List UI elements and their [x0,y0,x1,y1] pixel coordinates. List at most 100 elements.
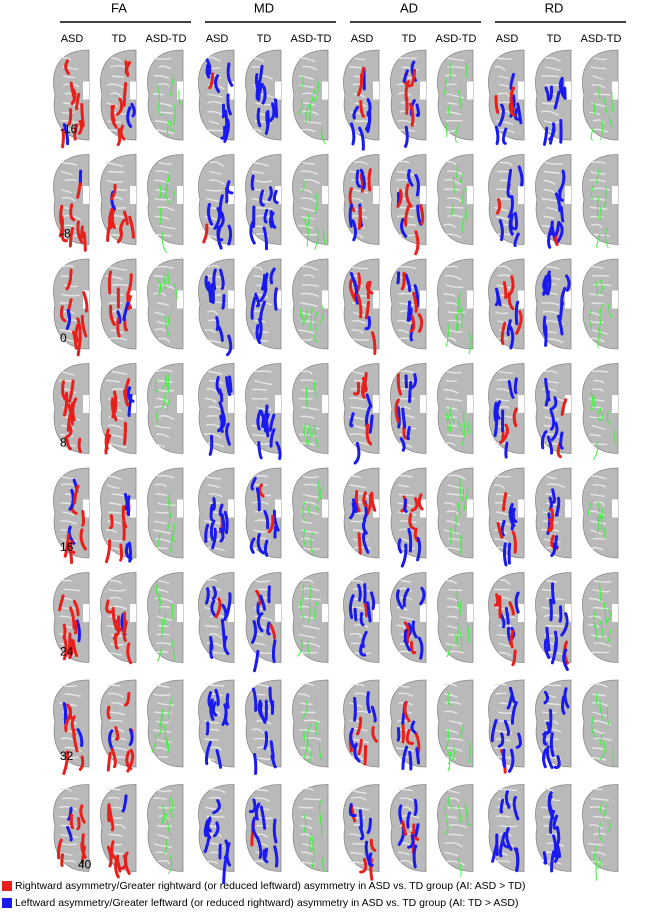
gyrus [592,537,607,541]
ventricle [275,290,281,309]
gyrus [158,111,174,115]
tract [446,645,451,657]
tract [509,629,515,649]
tract [597,85,601,99]
brain-slice [292,49,329,145]
tract [495,198,502,215]
gyrus [155,424,171,429]
brain-slice [535,363,572,459]
tract [162,271,166,291]
tract [314,193,318,215]
gyrus [300,188,313,194]
tract [165,813,171,836]
gyrus [254,788,269,792]
tract [502,492,508,512]
gyrus [352,806,370,811]
gyrus [446,83,458,86]
brain-slice [535,467,572,559]
gyrus [154,311,166,316]
gyrus [443,293,456,298]
gyrus [544,370,558,375]
tract [359,66,365,83]
gyrus [352,615,366,618]
gyrus [446,233,462,239]
tract [414,173,420,197]
tract [599,207,602,220]
ventricle [420,290,426,309]
gyrus [154,483,167,488]
ventricle [565,604,571,622]
ventricle [612,499,618,518]
gyrus [205,397,217,403]
tract [500,321,507,346]
tract [169,120,176,132]
gyrus [107,83,124,89]
gyrus [62,511,75,516]
gyrus [543,170,561,175]
tract [361,372,368,395]
gyrus [543,788,554,792]
ventricle [228,290,234,309]
gyrus [64,178,78,182]
tract [458,805,462,824]
tract [458,631,463,652]
gyrus [207,110,223,116]
gyrus [593,737,612,741]
tract [69,203,76,222]
gyrus [447,615,459,619]
ventricle [420,186,426,204]
tract [553,90,561,110]
gyrus [303,737,322,741]
gyrus [153,797,168,801]
tract [226,93,232,116]
tract [403,498,408,513]
gyrus [494,65,506,72]
column-label: ASD [206,33,229,45]
tract [504,790,511,809]
tract [263,539,269,557]
brain-slice [535,679,572,769]
tract [357,738,363,756]
tract [494,290,500,307]
tract [449,405,456,423]
tract [159,709,163,727]
tract [510,701,518,725]
tract [270,754,277,769]
ventricle [322,290,328,309]
brain-slice [198,679,235,769]
brain-slice [488,784,525,873]
gyrus [499,702,515,706]
gyrus [494,747,507,750]
gyrus [591,223,603,229]
tract [406,811,411,829]
tract [359,99,366,118]
gyrus [256,824,269,828]
gyrus [253,57,265,63]
tract [456,590,461,610]
brain-slice [488,49,525,146]
tract [173,103,176,126]
tract [447,691,453,707]
gyrus [206,188,223,192]
tract [67,632,72,656]
tract [502,281,508,300]
tract [598,324,604,336]
gyrus [351,266,368,270]
tract [553,220,561,237]
ventricle [228,395,234,413]
ventricle [420,81,426,100]
tract [396,406,401,429]
tract [116,615,123,632]
ventricle [467,186,473,204]
gyrus [546,579,558,583]
gyrus [593,815,611,819]
tract [216,211,225,231]
gyrus [447,538,462,542]
gyrus [301,851,315,856]
gyrus [204,624,219,628]
tract [348,278,357,302]
tract [613,427,617,446]
tract [161,812,165,825]
gyrus [111,702,125,707]
tract [250,296,257,320]
